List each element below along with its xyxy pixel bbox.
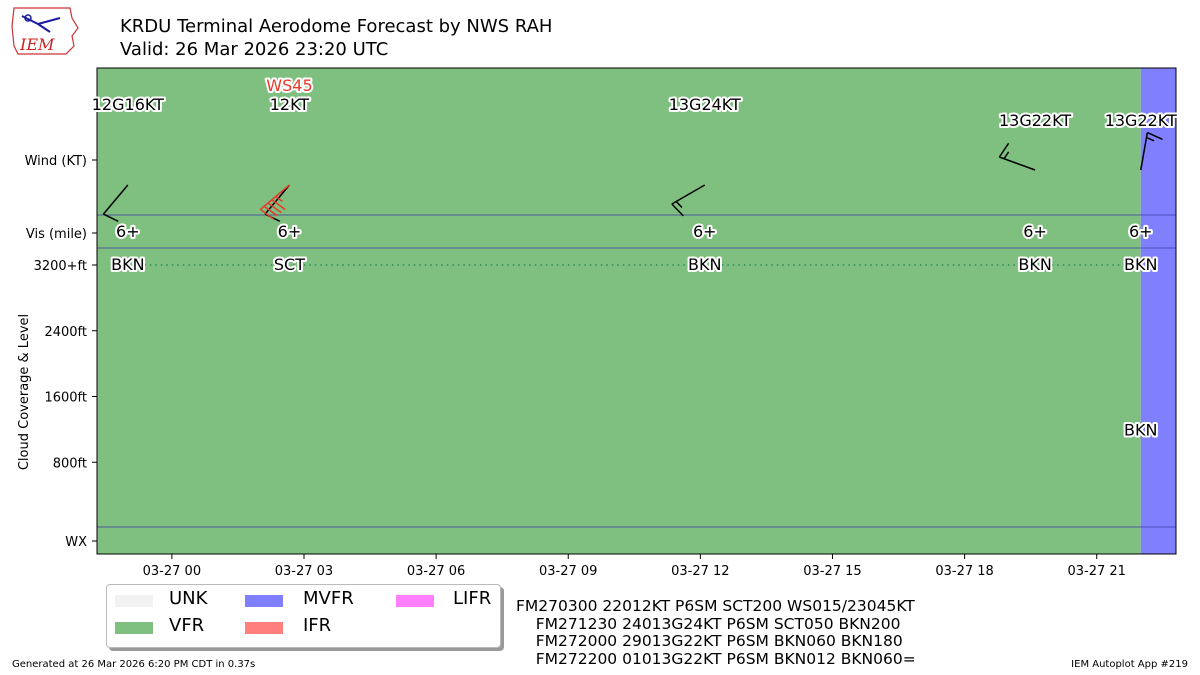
category-band-mvfr-1 (1140, 68, 1176, 554)
y-tick-label-6: WX (65, 535, 87, 550)
wind-barb-0-barb (103, 213, 119, 223)
vis-label-0: 6+ (116, 222, 140, 241)
windshear-barb-1-barb (267, 202, 282, 214)
legend-label-vfr: VFR (169, 615, 205, 636)
y-tick-label-1: Vis (mile) (26, 227, 87, 242)
wind-barb-0-shaft (102, 184, 129, 215)
wind-barb-2-halfbarb (675, 200, 683, 208)
taf-line-1: FM270300 22012KT P6SM SCT200 WS015/23045… (516, 597, 915, 615)
legend-label-ifr: IFR (303, 615, 332, 636)
windshear-label-1: WS45 (266, 76, 312, 95)
y-tick-label-0: Wind (KT) (25, 154, 87, 169)
wind-barb-3-shaft (999, 156, 1036, 171)
cloud-label-3: BKN (1018, 255, 1051, 274)
x-tick-label-4: 03-27 12 (671, 564, 729, 579)
windshear-barb-1-shaft (259, 184, 290, 211)
legend-swatch-unk (115, 595, 153, 607)
wind-label-2: 13G24KT (669, 95, 741, 114)
wind-barb-4 (1140, 131, 1163, 171)
wind-barb-0 (102, 184, 129, 223)
wind-label-0: 12G16KT (92, 95, 164, 114)
legend: UNK MVFR LIFR VFR IFR (106, 584, 501, 648)
legend-swatch-mvfr (245, 595, 283, 607)
wind-label-4: 13G22KT (1105, 111, 1177, 130)
cloud-label-1: SCT (274, 255, 305, 274)
taf-text: FM270300 22012KT P6SM SCT200 WS015/23045… (516, 597, 916, 668)
wind-label-1: 12KT (270, 95, 310, 114)
legend-swatch-ifr (245, 622, 283, 634)
x-tick-label-6: 03-27 18 (935, 564, 993, 579)
category-band-vfr-0 (97, 68, 1141, 554)
vis-label-1: 6+ (278, 222, 302, 241)
y-tick-label-5: 800ft (53, 456, 87, 471)
cloud-label-extra-0: BKN (1124, 420, 1157, 439)
plot-frame (96, 67, 1177, 555)
taf-line-4: FM272200 01013G22KT P6SM BKN012 BKN060= (516, 649, 916, 668)
wind-barb-4-barb (1147, 131, 1163, 140)
chart-subtitle: Valid: 26 Mar 2026 23:20 UTC (120, 39, 389, 60)
cloud-label-0: BKN (111, 255, 144, 274)
wind-label-3: 13G22KT (999, 111, 1071, 130)
taf-line-3: FM272000 29013G22KT P6SM BKN060 BKN180 (516, 632, 903, 650)
legend-swatch-vfr (115, 622, 153, 634)
x-tick-label-1: 03-27 03 (275, 564, 333, 579)
footer-app: IEM Autoplot App #219 (1071, 659, 1188, 670)
legend-label-mvfr: MVFR (303, 588, 354, 609)
wind-barb-3-barb (998, 142, 1010, 158)
x-tick-label-0: 03-27 00 (143, 564, 201, 579)
wind-barb-2-barb (671, 203, 684, 217)
x-tick-label-3: 03-27 09 (539, 564, 597, 579)
wind-barb-3-halfbarb (1003, 151, 1010, 160)
y-tick-label-2: 3200+ft (34, 259, 87, 274)
legend-swatch-lifr (396, 595, 434, 607)
windshear-barb-1-barb (259, 208, 275, 220)
windshear-barb-1-barb (271, 199, 286, 211)
y-tick-label-4: 1600ft (44, 391, 87, 406)
y-axis-label: Cloud Coverage & Level (17, 314, 32, 470)
wind-barb-2 (671, 184, 706, 217)
vis-label-4: 6+ (1129, 222, 1153, 241)
windshear-barb-1-barb (263, 205, 278, 217)
logo-text: IEM (19, 35, 55, 54)
chart-title: KRDU Terminal Aerodome Forecast by NWS R… (120, 16, 553, 37)
windshear-barb-1-halfbarb (275, 195, 283, 203)
windshear-barb-1 (259, 184, 290, 220)
x-tick-label-5: 03-27 15 (803, 564, 861, 579)
wind-barb-4-halfbarb (1146, 136, 1155, 142)
wind-barb-2-shaft (671, 184, 706, 205)
wind-barb-4-shaft (1140, 132, 1149, 171)
legend-label-unk: UNK (169, 588, 208, 609)
legend-label-lifr: LIFR (453, 588, 492, 609)
footer-generated: Generated at 26 Mar 2026 6:20 PM CDT in … (12, 659, 256, 670)
x-tick-label-2: 03-27 06 (407, 564, 465, 579)
vis-label-2: 6+ (693, 222, 717, 241)
cloud-label-2: BKN (688, 255, 721, 274)
wind-barb-3 (998, 142, 1036, 171)
cloud-label-4: BKN (1124, 255, 1157, 274)
y-tick-label-3: 2400ft (44, 325, 87, 340)
iem-logo: IEM (11, 7, 79, 55)
vis-label-3: 6+ (1023, 222, 1047, 241)
taf-line-2: FM271230 24013G24KT P6SM SCT050 BKN200 (516, 614, 901, 633)
x-tick-label-7: 03-27 21 (1068, 564, 1126, 579)
